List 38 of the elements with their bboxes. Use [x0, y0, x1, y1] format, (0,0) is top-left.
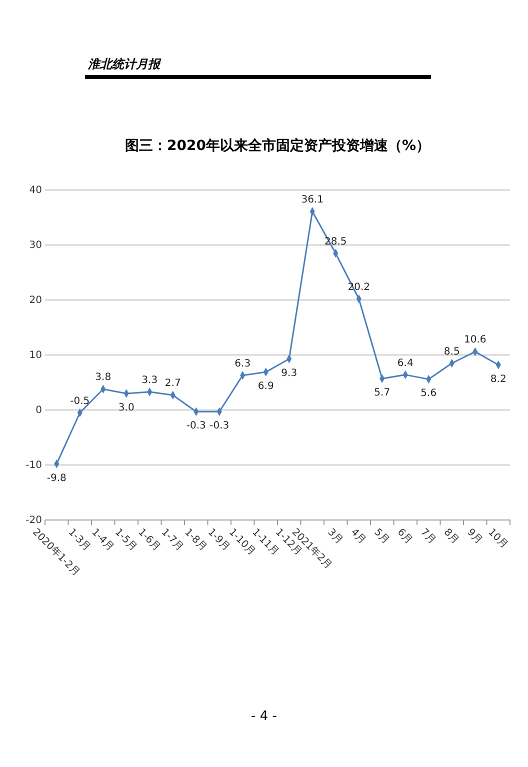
text: -9.8: [46, 472, 66, 484]
y-tick-label: -20: [26, 515, 42, 526]
text: 淮北统计月报: [87, 57, 162, 71]
x-tick-label: 1-8月: [182, 526, 209, 554]
y-tick-label: 30: [29, 240, 42, 252]
text: -0.5: [70, 396, 90, 407]
x-tick-label: 5月: [372, 526, 392, 546]
y-tick-label: 0: [36, 405, 42, 416]
text: 2.7: [164, 378, 181, 390]
text: -0.3: [186, 420, 206, 432]
text: - 4 -: [251, 709, 278, 724]
text: 3.0: [118, 402, 134, 414]
x-tick-label: 1-6月: [136, 526, 162, 554]
text: 8.5: [444, 346, 460, 358]
x-tick-label: 10月: [486, 526, 510, 551]
text: -0.3: [210, 420, 230, 432]
x-tick-label: 4月: [348, 526, 368, 546]
text: 5.6: [420, 388, 437, 400]
x-tick-label: 7月: [418, 526, 438, 546]
y-tick-label: 10: [29, 350, 42, 362]
x-tick-label: 9月: [464, 526, 484, 546]
chart-title: 图三：2020年以来全市固定资产投资增速（%）: [125, 137, 430, 154]
text: 6.9: [258, 381, 274, 392]
text: 3.8: [95, 372, 112, 384]
text: 6.3: [234, 358, 251, 370]
y-tick-label: 20: [29, 295, 42, 306]
text: 6.4: [397, 358, 414, 369]
text: 8.2: [490, 374, 506, 385]
y-tick-label: 40: [29, 185, 42, 196]
text: 5.7: [374, 388, 390, 399]
x-tick-label: 6月: [394, 526, 414, 546]
text: 36.1: [301, 194, 324, 206]
text: 9.3: [281, 368, 298, 379]
x-tick-label: 3月: [325, 526, 345, 546]
x-tick-label: 8月: [441, 526, 461, 546]
text: 3.3: [142, 374, 158, 386]
y-tick-label: -10: [26, 460, 42, 472]
text: 10.6: [464, 334, 486, 346]
